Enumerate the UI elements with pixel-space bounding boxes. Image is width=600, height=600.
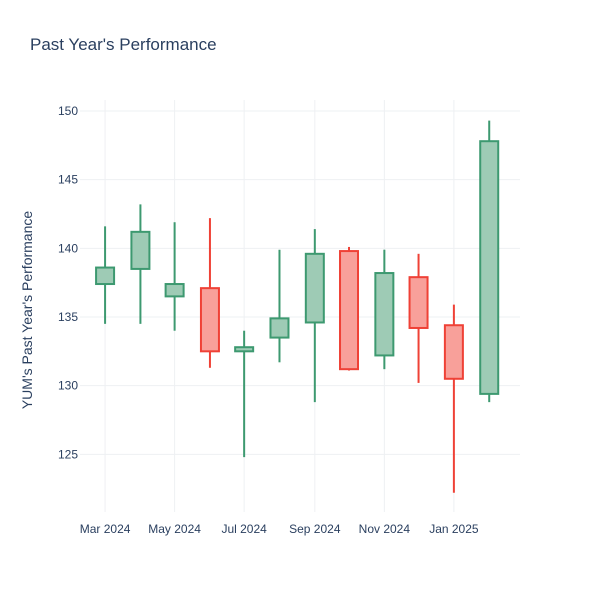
candle-body	[199, 287, 220, 353]
candles	[95, 120, 500, 493]
candle-body	[304, 252, 325, 324]
candle	[479, 120, 500, 403]
x-tick-label: Jan 2025	[429, 522, 479, 536]
candle-body	[95, 266, 116, 286]
candle	[443, 304, 464, 493]
grid-lines	[80, 100, 520, 512]
candle	[339, 246, 360, 371]
candle-body	[234, 346, 255, 353]
candle-body	[408, 276, 429, 329]
x-tick-label: Jul 2024	[221, 522, 267, 536]
y-axis-label: YUM's Past Year's Performance	[19, 211, 35, 410]
candle	[304, 229, 325, 403]
y-tick-label: 130	[58, 379, 78, 393]
candle	[269, 249, 290, 363]
candle-body	[130, 230, 151, 270]
candle	[199, 218, 220, 368]
candle	[374, 249, 395, 370]
x-tick-label: May 2024	[148, 522, 201, 536]
candle	[130, 204, 151, 324]
candle-body	[374, 272, 395, 357]
candle	[234, 330, 255, 458]
y-tick-label: 145	[58, 173, 78, 187]
candle-body	[479, 140, 500, 395]
x-tick-label: Mar 2024	[80, 522, 131, 536]
y-tick-label: 140	[58, 241, 78, 255]
x-tick-label: Sep 2024	[289, 522, 341, 536]
x-tick-label: Nov 2024	[359, 522, 411, 536]
candle	[164, 222, 185, 331]
candle-body	[339, 250, 360, 371]
candle-body	[443, 324, 464, 380]
candle-body	[269, 317, 290, 339]
y-tick-label: 150	[58, 104, 78, 118]
axis-ticks: 125 130 135 140 145 150 Mar 2024 May 2024 Jul 20…	[58, 104, 479, 536]
y-tick-label: 125	[58, 447, 78, 461]
candle-body	[164, 283, 185, 298]
chart-title: Past Year's Performance	[30, 35, 217, 54]
candle	[95, 226, 116, 324]
candle	[408, 253, 429, 383]
y-tick-label: 135	[58, 310, 78, 324]
